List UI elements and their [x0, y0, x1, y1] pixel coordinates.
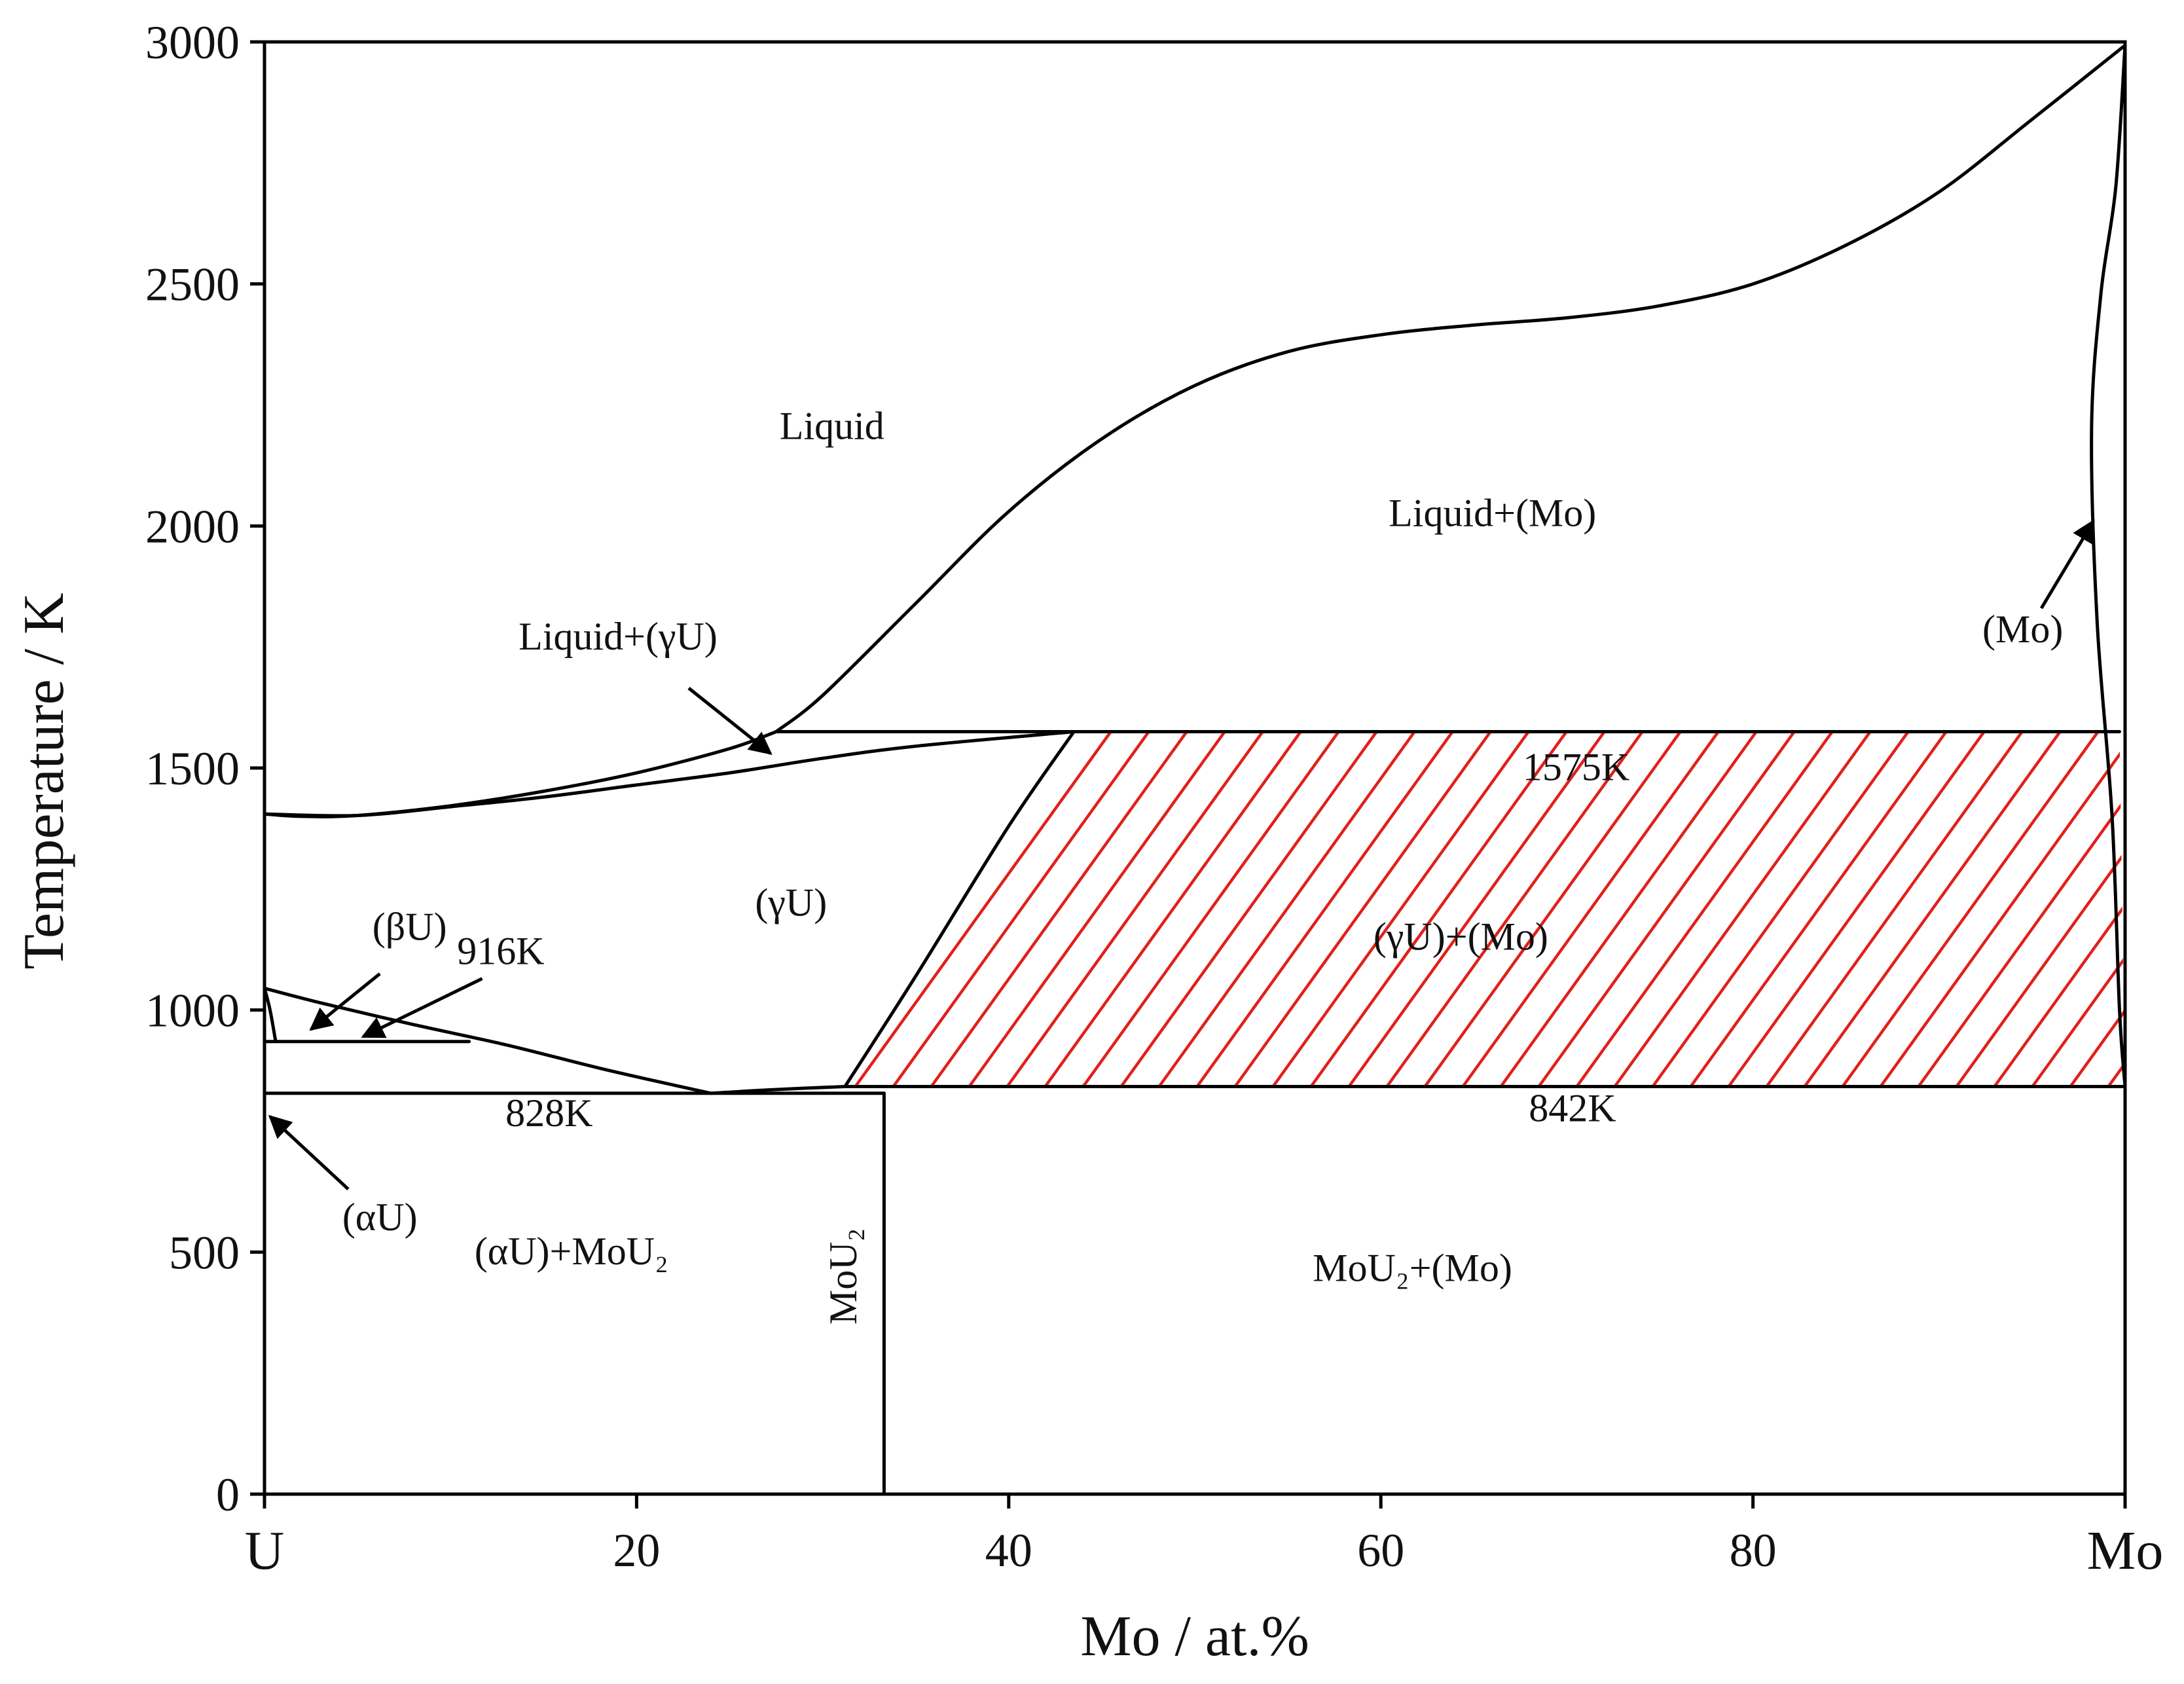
- region-label: 828K: [505, 1091, 592, 1135]
- region-label: (βU): [373, 906, 447, 949]
- x-tick-label: 20: [613, 1524, 660, 1577]
- hatch-line: [1461, 731, 1720, 1087]
- hatch-line: [1765, 731, 2024, 1087]
- x-tick-label: 40: [985, 1524, 1032, 1577]
- region-label: Liquid+(Mo): [1389, 491, 1596, 534]
- y-tick-label: 0: [216, 1469, 240, 1521]
- hatch-line: [854, 731, 1112, 1087]
- region-label: 1575K: [1523, 746, 1629, 789]
- hatch-line: [930, 731, 1188, 1087]
- arrow-to-alpha-u: [268, 1114, 350, 1191]
- x-tick-label: 80: [1730, 1524, 1777, 1577]
- y-tick-label: 1000: [145, 985, 240, 1037]
- hatch-line: [1575, 731, 1834, 1087]
- region-label: (γU)+(Mo): [1374, 915, 1548, 958]
- y-tick-label: 2000: [145, 500, 240, 553]
- mou2-compound-label: MoU₂: [822, 1228, 865, 1325]
- hatch-line: [1044, 731, 1302, 1087]
- region-labels: Liquid Liquid+(Mo) Liquid+(γU) (Mo) 1575K (βU…: [342, 404, 2064, 1325]
- hatch-line: [1499, 731, 1758, 1087]
- hatch-line: [1385, 731, 1644, 1087]
- region-label: (Mo): [1982, 608, 2063, 651]
- hatch-line: [1119, 731, 1378, 1087]
- hatch-line: [1537, 731, 1796, 1087]
- region-label: Liquid+(γU): [519, 615, 718, 658]
- region-label: (αU)+MoU₂: [475, 1230, 668, 1273]
- arrow-to-916k: [361, 977, 483, 1038]
- hatch-line: [1651, 731, 1910, 1087]
- hatch-line: [1955, 731, 2125, 1087]
- hatch-line: [1613, 731, 1872, 1087]
- y-tick-label: 500: [169, 1226, 240, 1279]
- hatch-line: [1309, 731, 1568, 1087]
- x-tick-label: Mo: [2087, 1520, 2164, 1581]
- y-tick-label: 3000: [145, 16, 240, 69]
- y-tick-label: 1500: [145, 742, 240, 795]
- x-tick-label: 60: [1357, 1524, 1404, 1577]
- region-label: MoU₂+(Mo): [1313, 1247, 1512, 1290]
- hatch-line: [1423, 731, 1682, 1087]
- region-label: (γU): [755, 881, 827, 924]
- hatched-gamma-u-mo-region: [845, 731, 2125, 1087]
- hatch-line: [1803, 731, 2062, 1087]
- arrow-to-beta-u: [309, 972, 381, 1031]
- hatch-line: [1271, 731, 1530, 1087]
- y-axis-title: Temperature / K: [12, 593, 76, 969]
- liquidus-mo: [774, 43, 2127, 733]
- hatch-line: [1082, 731, 1340, 1087]
- hatch-line: [2031, 731, 2125, 1087]
- region-label: 916K: [457, 929, 544, 972]
- gamma-u-solvus: [843, 730, 1076, 1088]
- hatch-line: [1006, 731, 1264, 1087]
- hatch-line: [1879, 731, 2125, 1087]
- x-axis-title: Mo / at.%: [1080, 1605, 1309, 1668]
- arrow-to-mo: [2039, 519, 2095, 610]
- phase-boundaries: [263, 43, 2127, 1496]
- annotation-arrows: [268, 519, 2095, 1191]
- hatch-line: [1993, 731, 2125, 1087]
- hatch-line: [1917, 731, 2125, 1087]
- hatch-line: [892, 731, 1150, 1087]
- arrow-to-liquid-gamma-u: [687, 687, 773, 755]
- hatch-line: [2069, 731, 2125, 1087]
- region-label: 842K: [1529, 1087, 1616, 1130]
- hatch-line: [1689, 731, 1948, 1087]
- solidus-gamma-u: [263, 730, 1076, 818]
- hatch-line: [1157, 731, 1416, 1087]
- region-label: Liquid: [780, 404, 884, 447]
- x-tick-label: U: [245, 1520, 285, 1581]
- hatch-line: [1841, 731, 2100, 1087]
- y-tick-label: 2500: [145, 259, 240, 311]
- hatch-line: [1347, 731, 1606, 1087]
- region-label: (αU): [342, 1196, 418, 1239]
- hatch-line: [1233, 731, 1492, 1087]
- mo-solidus: [2090, 43, 2127, 1088]
- hatch-line: [1727, 731, 1986, 1087]
- beta-gamma-boundary: [263, 986, 713, 1095]
- hatch-line: [968, 731, 1226, 1087]
- axis-ticks: U 20 40 60 80 Mo 0 500 1000 1500 2000 2500 3000: [145, 16, 2163, 1581]
- hatch-line: [1195, 731, 1454, 1087]
